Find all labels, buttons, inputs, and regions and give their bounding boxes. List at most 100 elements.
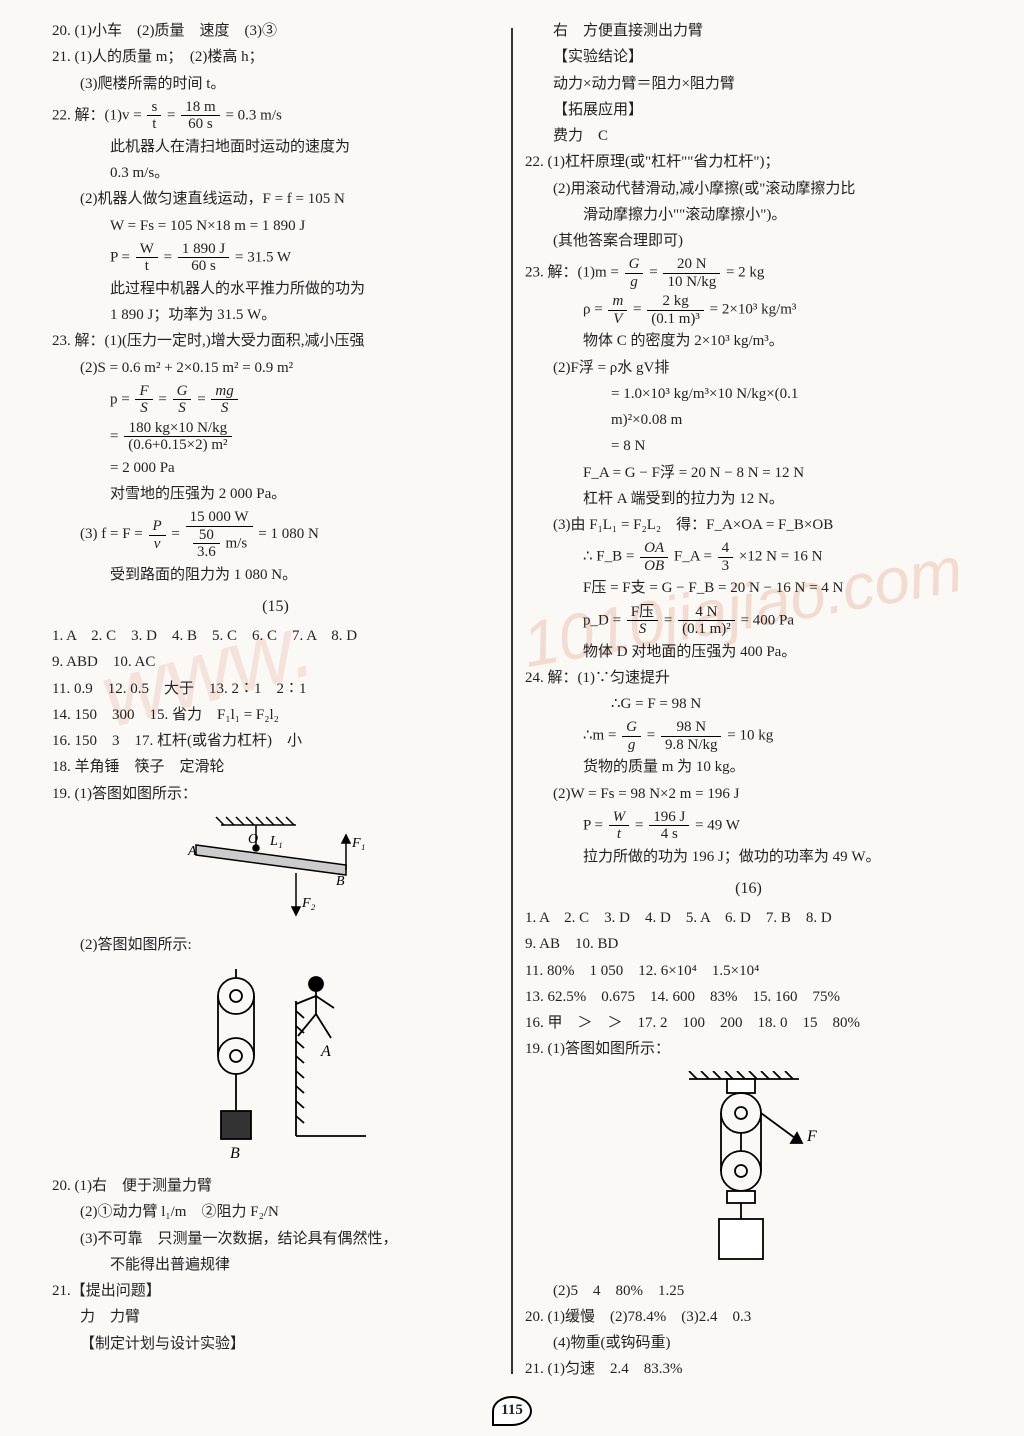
answer-line: 19. (1)答图如图所示：	[52, 783, 499, 806]
fraction: Wt	[609, 809, 630, 843]
formula-line: ρ = mV = 2 kg(0.1 m)³ = 2×10³ kg/m³	[525, 293, 972, 327]
section-number: (15)	[52, 598, 499, 616]
text: ρ =	[583, 302, 603, 318]
lever-diagram: A O L₁ F₁ B F₂	[52, 815, 499, 925]
answer-line: 1. A 2. C 3. D 4. D 5. A 6. D 7. B 8. D	[525, 907, 972, 930]
text: ×12 N = 16 N	[739, 549, 823, 565]
svg-text:B: B	[230, 1145, 240, 1162]
text-line: F_A = G − F浮 = 20 N − 8 N = 12 N	[525, 462, 972, 485]
answer-line: 14. 150 300 15. 省力 F₁l₁ = F₂l₂	[52, 704, 499, 727]
text-line: 0.3 m/s。	[52, 162, 499, 185]
text: = 49 W	[695, 817, 740, 833]
text: (3) f = F =	[80, 526, 143, 542]
fraction: Wt	[136, 241, 158, 275]
text: =	[197, 391, 205, 407]
svg-text:O: O	[248, 832, 258, 847]
text-line: (3)由 F₁L₁ = F₂L₂ 得：F_A×OA = F_B×OB	[525, 514, 972, 537]
answer-line: 9. ABD 10. AC	[52, 651, 499, 674]
right-column: 右 方便直接测出力臂 【实验结论】 动力×动力臂＝阻力×阻力臂 【拓展应用】 费…	[525, 20, 972, 1382]
text: = 0.3 m/s	[225, 107, 281, 123]
text-line: (2)W = Fs = 98 N×2 m = 196 J	[525, 783, 972, 806]
text-line: 【实验结论】	[525, 46, 972, 69]
text-line: 力 力臂	[52, 1306, 499, 1329]
formula-line: P = Wt = 196 J4 s = 49 W	[525, 809, 972, 843]
text: =	[633, 302, 641, 318]
fraction: 20 N10 N/kg	[663, 256, 720, 290]
svg-text:L₁: L₁	[269, 834, 283, 849]
column-divider	[511, 28, 513, 1374]
fraction: st	[147, 99, 161, 133]
fraction: 4 N(0.1 m)²	[678, 604, 735, 638]
text-line: (2)机器人做匀速直线运动，F = f = 105 N	[52, 188, 499, 211]
text-line: = 2 000 Pa	[52, 457, 499, 480]
answer-line: 16. 甲 ＞ ＞ 17. 2 100 200 18. 0 15 80%	[525, 1012, 972, 1035]
text-line: (2)答图如图所示:	[52, 934, 499, 957]
text-line: (3)不可靠 只测量一次数据，结论具有偶然性，	[52, 1228, 499, 1251]
text-line: 不能得出普遍规律	[52, 1254, 499, 1277]
text-line: (2)①动力臂 l₁/m ②阻力 F₂/N	[52, 1201, 499, 1224]
text-line: 24. 解：(1)∵匀速提升	[525, 667, 972, 690]
text-line: (3)爬楼所需的时间 t。	[52, 73, 499, 96]
text-line: 对雪地的压强为 2 000 Pa。	[52, 483, 499, 506]
text-line: m)²×0.08 m	[525, 409, 972, 432]
text-line: 20. (1)小车 (2)质量 速度 (3)③	[52, 20, 499, 43]
text: =	[167, 107, 175, 123]
svg-text:A: A	[320, 1043, 331, 1060]
text-line: 21. (1)匀速 2.4 83.3%	[525, 1358, 972, 1381]
fraction: 18 m60 s	[181, 99, 219, 133]
answer-line: 19. (1)答图如图所示：	[525, 1038, 972, 1061]
formula-line: = 180 kg×10 N/kg(0.6+0.15×2) m²	[52, 420, 499, 454]
fraction: 98 N9.8 N/kg	[661, 719, 722, 753]
answer-line: 1. A 2. C 3. D 4. B 5. C 6. C 7. A 8. D	[52, 625, 499, 648]
text-line: (4)物重(或钩码重)	[525, 1332, 972, 1355]
text: = 2×10³ kg/m³	[710, 302, 797, 318]
text-line: (2)用滚动代替滑动,减小摩擦(或"滚动摩擦力比	[525, 178, 972, 201]
fraction: OAOB	[640, 540, 668, 574]
answer-line: 13. 62.5% 0.675 14. 600 83% 15. 160 75%	[525, 986, 972, 1009]
text: = 31.5 W	[235, 249, 291, 265]
text-line: 拉力所做的功为 196 J；做功的功率为 49 W。	[525, 846, 972, 869]
pulley-diagram: A B	[52, 966, 499, 1166]
fraction: Gg	[625, 256, 644, 290]
lever-svg: A O L₁ F₁ B F₂	[166, 815, 386, 925]
svg-text:F: F	[806, 1128, 817, 1145]
answer-line: 18. 羊角锤 筷子 定滑轮	[52, 756, 499, 779]
text-line: (2)F浮 = ρ水 gV排	[525, 357, 972, 380]
text-line: 21.【提出问题】	[52, 1280, 499, 1303]
formula-line: (3) f = F = Pv = 15 000 W 503.6 m/s = 1 …	[52, 509, 499, 561]
fraction: 43	[718, 540, 734, 574]
text: =	[171, 526, 179, 542]
text-line: 物体 C 的密度为 2×10³ kg/m³。	[525, 330, 972, 353]
answer-line: 16. 150 3 17. 杠杆(或省力杠杆) 小	[52, 730, 499, 753]
fraction: GS	[173, 383, 192, 417]
fraction: 196 J4 s	[649, 809, 689, 843]
text: =	[164, 249, 172, 265]
text: p_D =	[583, 612, 621, 628]
answer-line: 11. 0.9 12. 0.5 大于 13. 2∶1 2∶1	[52, 678, 499, 701]
text-line: (其他答案合理即可)	[525, 230, 972, 253]
formula-line: ∴ F_B = OAOB F_A = 43 ×12 N = 16 N	[525, 540, 972, 574]
text-line: (2)S = 0.6 m² + 2×0.15 m² = 0.9 m²	[52, 357, 499, 380]
svg-text:A: A	[187, 844, 197, 859]
formula-line: 22. 解：(1)v = st = 18 m60 s = 0.3 m/s	[52, 99, 499, 133]
text: F_A =	[674, 549, 712, 565]
text-line: 【制定计划与设计实验】	[52, 1333, 499, 1356]
text-line: 杠杆 A 端受到的拉力为 12 N。	[525, 488, 972, 511]
fraction: 15 000 W 503.6 m/s	[186, 509, 253, 561]
text-line: 此机器人在清扫地面时运动的速度为	[52, 136, 499, 159]
text: =	[635, 817, 643, 833]
svg-text:F₁: F₁	[351, 836, 365, 851]
text: 23. 解：(1)m =	[525, 265, 619, 281]
text-line: = 1.0×10³ kg/m³×10 N/kg×(0.1	[525, 383, 972, 406]
formula-line: p = FS = GS = mgS	[52, 383, 499, 417]
page-container: 20. (1)小车 (2)质量 速度 (3)③ 21. (1)人的质量 m； (…	[0, 20, 1024, 1382]
text: =	[647, 728, 655, 744]
page-number: 115	[492, 1396, 532, 1426]
text-line: 22. (1)杠杆原理(或"杠杆""省力杠杆")；	[525, 151, 972, 174]
formula-line: 23. 解：(1)m = Gg = 20 N10 N/kg = 2 kg	[525, 256, 972, 290]
text: ∴ F_B =	[583, 549, 634, 565]
fraction: 180 kg×10 N/kg(0.6+0.15×2) m²	[124, 420, 231, 454]
text: P =	[110, 249, 130, 265]
text-line: 右 方便直接测出力臂	[525, 20, 972, 43]
pulley-block-diagram: F	[525, 1071, 972, 1271]
